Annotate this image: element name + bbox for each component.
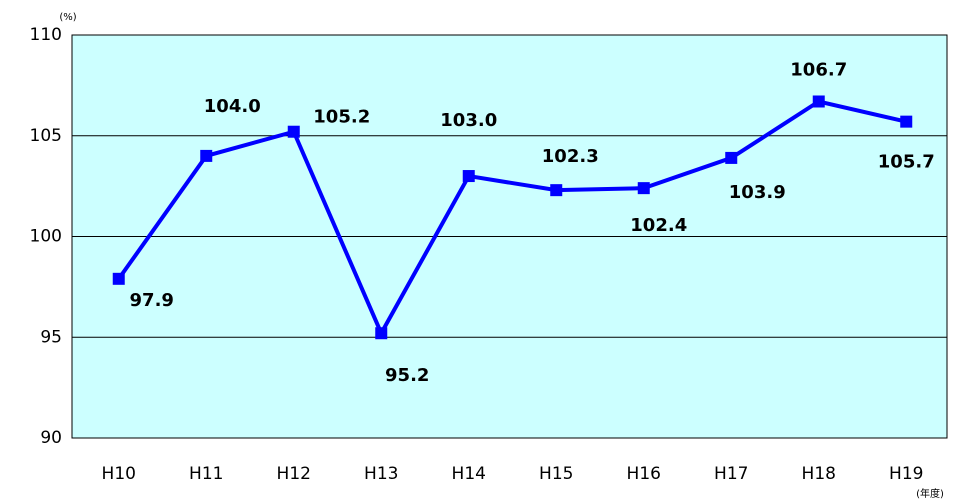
marker [900, 115, 913, 128]
x-unit: (年度) [916, 487, 944, 500]
x-tick-label: H18 [802, 464, 836, 484]
y-tick-label: 105 [30, 126, 62, 146]
marker [200, 149, 213, 162]
x-tick-label: H16 [627, 464, 661, 484]
data-label: 103.9 [729, 182, 786, 203]
y-tick-label: 95 [40, 327, 62, 347]
marker [725, 151, 738, 164]
x-tick-label: H13 [364, 464, 398, 484]
y-unit: (%) [59, 12, 76, 23]
data-label: 102.4 [630, 215, 687, 236]
x-tick-label: H14 [452, 464, 486, 484]
y-tick-label: 110 [30, 25, 62, 45]
marker [462, 170, 475, 183]
marker [637, 182, 650, 195]
marker [812, 95, 825, 108]
y-tick-label: 90 [40, 428, 62, 448]
marker [375, 327, 388, 340]
x-tick-label: H12 [277, 464, 311, 484]
x-tick-label: H19 [889, 464, 923, 484]
marker [550, 184, 563, 197]
data-label: 97.9 [130, 290, 174, 311]
marker [287, 125, 300, 138]
marker [112, 272, 125, 285]
data-label: 103.0 [440, 110, 497, 131]
x-tick-label: H15 [539, 464, 573, 484]
data-label: 105.7 [878, 152, 935, 173]
y-tick-label: 100 [30, 227, 62, 247]
data-label: 95.2 [385, 365, 429, 386]
line [117, 99, 907, 338]
data-label: 104.0 [204, 96, 261, 117]
data-label: 106.7 [790, 59, 847, 80]
x-tick-label: H11 [189, 464, 223, 484]
x-tick-label: H17 [714, 464, 748, 484]
x-tick-label: H10 [102, 464, 136, 484]
data-label: 102.3 [542, 146, 599, 167]
data-label: 105.2 [313, 107, 370, 128]
